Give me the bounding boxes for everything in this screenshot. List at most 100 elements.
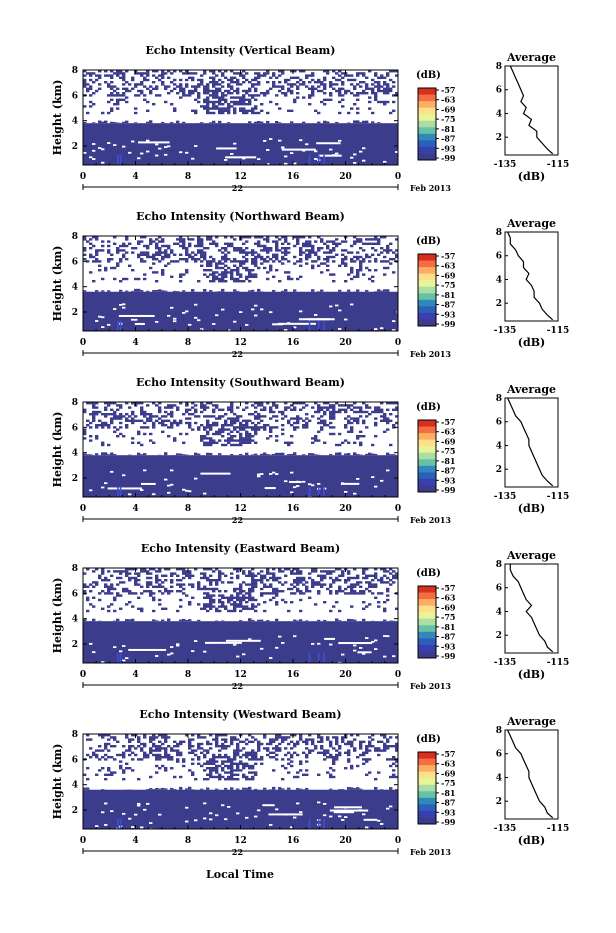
cloud-cell [230,439,233,441]
cloud-cell [197,251,200,253]
cloud-cell [341,590,344,592]
gap-cell [290,472,293,474]
cloud-cell [227,610,230,612]
cloud-cell [371,411,374,413]
cloud-cell [227,112,230,114]
echo-edge-cell [233,289,236,291]
echo-spike [120,653,122,663]
cloud-cell [173,79,176,81]
gap-streak [200,473,230,475]
cloud-cell [377,601,380,603]
cloud-cell [107,586,110,588]
cloud-cell [221,605,224,607]
cloud-cell [272,260,275,262]
cloud-cell [197,588,200,590]
gap-cell [302,481,305,483]
cloud-cell [152,743,155,745]
cloud-cell [158,603,161,605]
echo-edge-cell [209,290,212,292]
cloud-cell [131,577,134,579]
cloud-cell [140,426,143,428]
cloud-cell [356,577,359,579]
cloud-cell [284,754,287,756]
cloud-cell [230,594,233,596]
cloud-cell [158,240,161,242]
cloud-cell [308,590,311,592]
x-tick-label: 8 [185,670,191,680]
echo-edge-cell [305,788,308,790]
echo-edge-cell [260,620,263,622]
cloud-cell [344,588,347,590]
cloud-cell [311,265,314,267]
cloud-cell [149,747,152,749]
cloud-cell [185,433,188,435]
cloud-cell [245,406,248,408]
cloud-cell [125,767,128,769]
cloud-cell [308,249,311,251]
cloud-cell [242,90,245,92]
cloud-cell [140,260,143,262]
cloud-cell [188,72,191,74]
cloud-cell [380,749,383,751]
cloud-cell [170,586,173,588]
heatmap-cells [83,734,398,831]
profile-y-tick-label: 4 [496,607,502,617]
cloud-cell [356,435,359,437]
colorbar-unit: (dB) [416,236,441,247]
cloud-cell [206,406,209,408]
echo-edge-cell [83,453,86,455]
cloud-cell [119,767,122,769]
cloud-cell [239,605,242,607]
cloud-cell [320,736,323,738]
cloud-cell [200,747,203,749]
cloud-cell [323,752,326,754]
cloud-cell [296,579,299,581]
gap-cell [143,469,146,471]
cloud-cell [269,743,272,745]
cloud-cell [221,251,224,253]
echo-edge-cell [335,453,338,456]
cloud-cell [269,265,272,267]
cloud-cell [164,251,167,253]
cloud-cell [167,406,170,408]
echo-edge-cell [272,787,275,790]
cloud-cell [167,247,170,249]
cloud-cell [311,90,314,92]
echo-edge-cell [257,121,260,123]
cloud-cell [368,590,371,592]
cloud-cell [275,749,278,751]
echo-edge-cell [260,454,263,455]
cloud-cell [227,409,230,411]
cloud-cell [119,249,122,251]
cloud-cell [200,74,203,76]
y-tick-label: 8 [72,232,78,242]
cloud-cell [245,575,248,577]
cloud-cell [161,72,164,74]
cloud-cell [185,271,188,273]
cloud-cell [173,243,176,245]
cloud-cell [386,245,389,247]
cloud-cell [140,610,143,612]
cloud-cell [95,249,98,251]
cloud-cell [293,262,296,264]
cloud-cell [212,601,215,603]
cloud-cell [284,271,287,273]
cloud-cell [287,271,290,273]
cloud-cell [170,251,173,253]
cloud-cell [116,247,119,249]
cloud-cell [281,583,284,585]
cloud-cell [377,83,380,85]
cloud-cell [233,428,236,430]
echo-edge-cell [353,620,356,622]
cloud-cell [242,81,245,83]
cloud-cell [110,413,113,415]
x-tick-label: 16 [287,670,300,680]
cloud-cell [236,431,239,433]
cloud-cell [191,738,194,740]
echo-edge-cell [125,291,128,292]
cloud-cell [176,758,179,760]
cloud-cell [179,752,182,754]
cloud-cell [338,409,341,411]
cloud-cell [275,404,278,406]
cloud-cell [206,433,209,435]
